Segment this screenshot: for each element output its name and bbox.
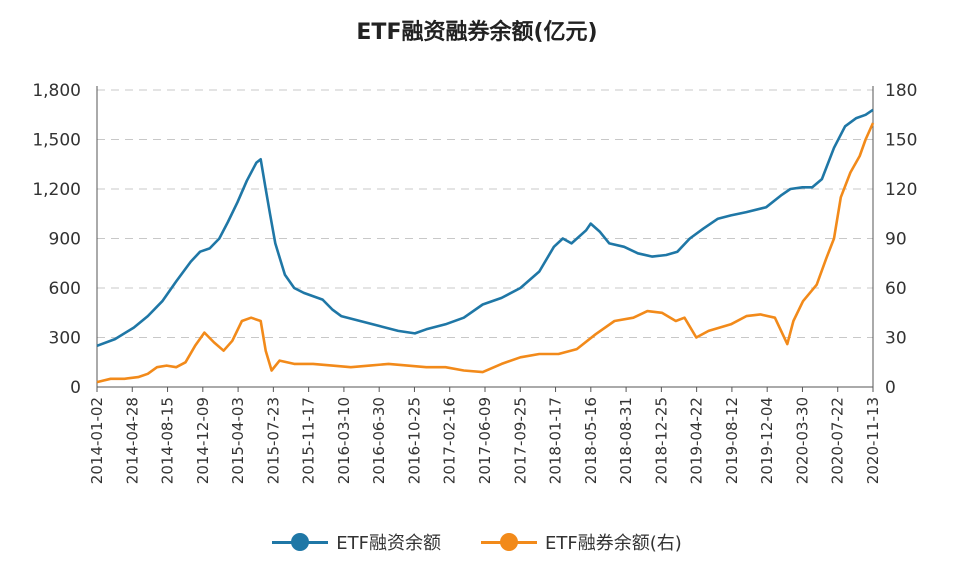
x-tick-label: 2018-12-25	[652, 397, 670, 484]
legend-label-financing: ETF融资余额	[336, 533, 441, 554]
x-tick-label: 2019-04-22	[688, 397, 706, 484]
y-right-tick-label: 90	[885, 230, 907, 250]
x-tick-label: 2015-11-17	[300, 397, 318, 484]
y-left-tick-label: 900	[49, 230, 81, 250]
x-tick-label: 2014-08-15	[159, 397, 177, 484]
x-tick-label: 2014-12-09	[194, 397, 212, 484]
y-right-tick-label: 120	[885, 180, 917, 200]
y-right-tick-label: 30	[885, 329, 907, 349]
x-tick-label: 2019-12-04	[758, 397, 776, 484]
x-tick-label: 2016-03-10	[335, 397, 353, 484]
y-left-tick-label: 300	[49, 329, 81, 349]
x-tick-label: 2017-06-09	[476, 397, 494, 484]
x-tick-label: 2018-08-31	[617, 397, 635, 484]
y-axis-left-ticks: 0 300 600 900 1,200 1,500 1,800	[32, 81, 81, 398]
x-axis-ticks: 2014-01-02 2014-04-28 2014-08-15 2014-12-09…	[88, 387, 882, 484]
x-tick-label: 2016-10-25	[405, 397, 423, 484]
x-tick-label: 2020-11-13	[864, 397, 882, 484]
y-right-tick-label: 60	[885, 279, 907, 299]
y-axis-right-ticks: 0 30 60 90 120 150 180	[885, 81, 917, 398]
x-tick-label: 2017-02-16	[441, 397, 459, 484]
x-tick-label: 2015-07-23	[264, 397, 282, 484]
y-left-tick-label: 1,200	[32, 180, 81, 200]
x-tick-label: 2014-04-28	[123, 397, 141, 484]
x-tick-label: 2020-03-30	[793, 397, 811, 484]
y-left-tick-label: 0	[70, 378, 81, 398]
x-tick-label: 2015-04-03	[229, 397, 247, 484]
grid-lines	[97, 89, 873, 338]
x-tick-label: 2017-09-25	[511, 397, 529, 484]
legend-item-lending[interactable]: ETF融券余额(右)	[480, 529, 682, 555]
y-right-tick-label: 150	[885, 131, 917, 151]
x-tick-label: 2019-08-12	[723, 397, 741, 484]
legend-swatch-lending	[480, 532, 537, 552]
x-tick-label: 2018-05-16	[582, 397, 600, 484]
y-right-tick-label: 180	[885, 81, 917, 101]
y-left-tick-label: 1,500	[32, 131, 81, 151]
y-right-tick-label: 0	[885, 378, 896, 398]
x-tick-label: 2014-01-02	[88, 397, 106, 484]
legend-swatch-financing	[272, 532, 329, 552]
legend-label-lending: ETF融券余额(右)	[544, 533, 682, 554]
series-lines	[96, 108, 875, 384]
x-tick-label: 2020-07-22	[829, 397, 847, 484]
y-left-tick-label: 1,800	[32, 81, 81, 101]
series-line-financing	[96, 108, 874, 348]
legend: ETF融资余额 ETF融券余额(右)	[0, 527, 954, 557]
y-left-tick-label: 600	[49, 279, 81, 299]
series-line-lending	[96, 122, 875, 384]
legend-item-financing[interactable]: ETF融资余额	[272, 529, 441, 555]
x-tick-label: 2016-06-30	[370, 397, 388, 484]
chart-title: ETF融资融券余额(亿元)	[356, 20, 598, 45]
x-tick-label: 2018-01-17	[547, 397, 565, 484]
